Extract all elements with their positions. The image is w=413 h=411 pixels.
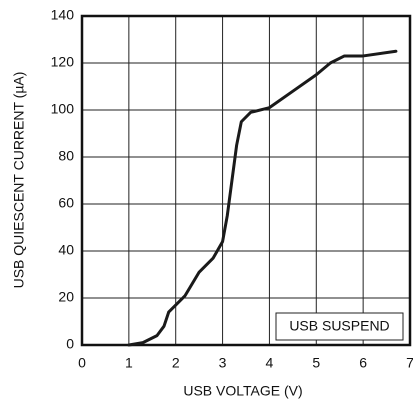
y-tick-label: 80 bbox=[58, 148, 74, 164]
x-tick-label: 5 bbox=[312, 355, 320, 371]
y-tick-label: 40 bbox=[58, 242, 74, 258]
y-axis-label: USB QUIESCENT CURRENT (µA) bbox=[11, 72, 27, 289]
annotation: USB SUSPEND bbox=[289, 318, 389, 334]
x-tick-label: 7 bbox=[406, 355, 413, 371]
y-tick-label: 100 bbox=[51, 101, 75, 117]
x-tick-label: 0 bbox=[78, 355, 86, 371]
x-tick-label: 1 bbox=[125, 355, 133, 371]
y-tick-label: 20 bbox=[58, 289, 74, 305]
plot-frame bbox=[80, 14, 412, 347]
x-axis-label: USB VOLTAGE (V) bbox=[183, 383, 302, 399]
x-tick-label: 6 bbox=[359, 355, 367, 371]
y-tick-label: 0 bbox=[66, 336, 74, 352]
y-tick-label: 140 bbox=[51, 7, 75, 23]
x-tick-label: 3 bbox=[219, 355, 227, 371]
y-tick-label: 60 bbox=[58, 195, 74, 211]
y-tick-label: 120 bbox=[51, 54, 75, 70]
data-line bbox=[127, 49, 398, 347]
x-tick-label: 2 bbox=[172, 355, 180, 371]
x-tick-label: 4 bbox=[266, 355, 274, 371]
annotation-box bbox=[275, 312, 404, 341]
